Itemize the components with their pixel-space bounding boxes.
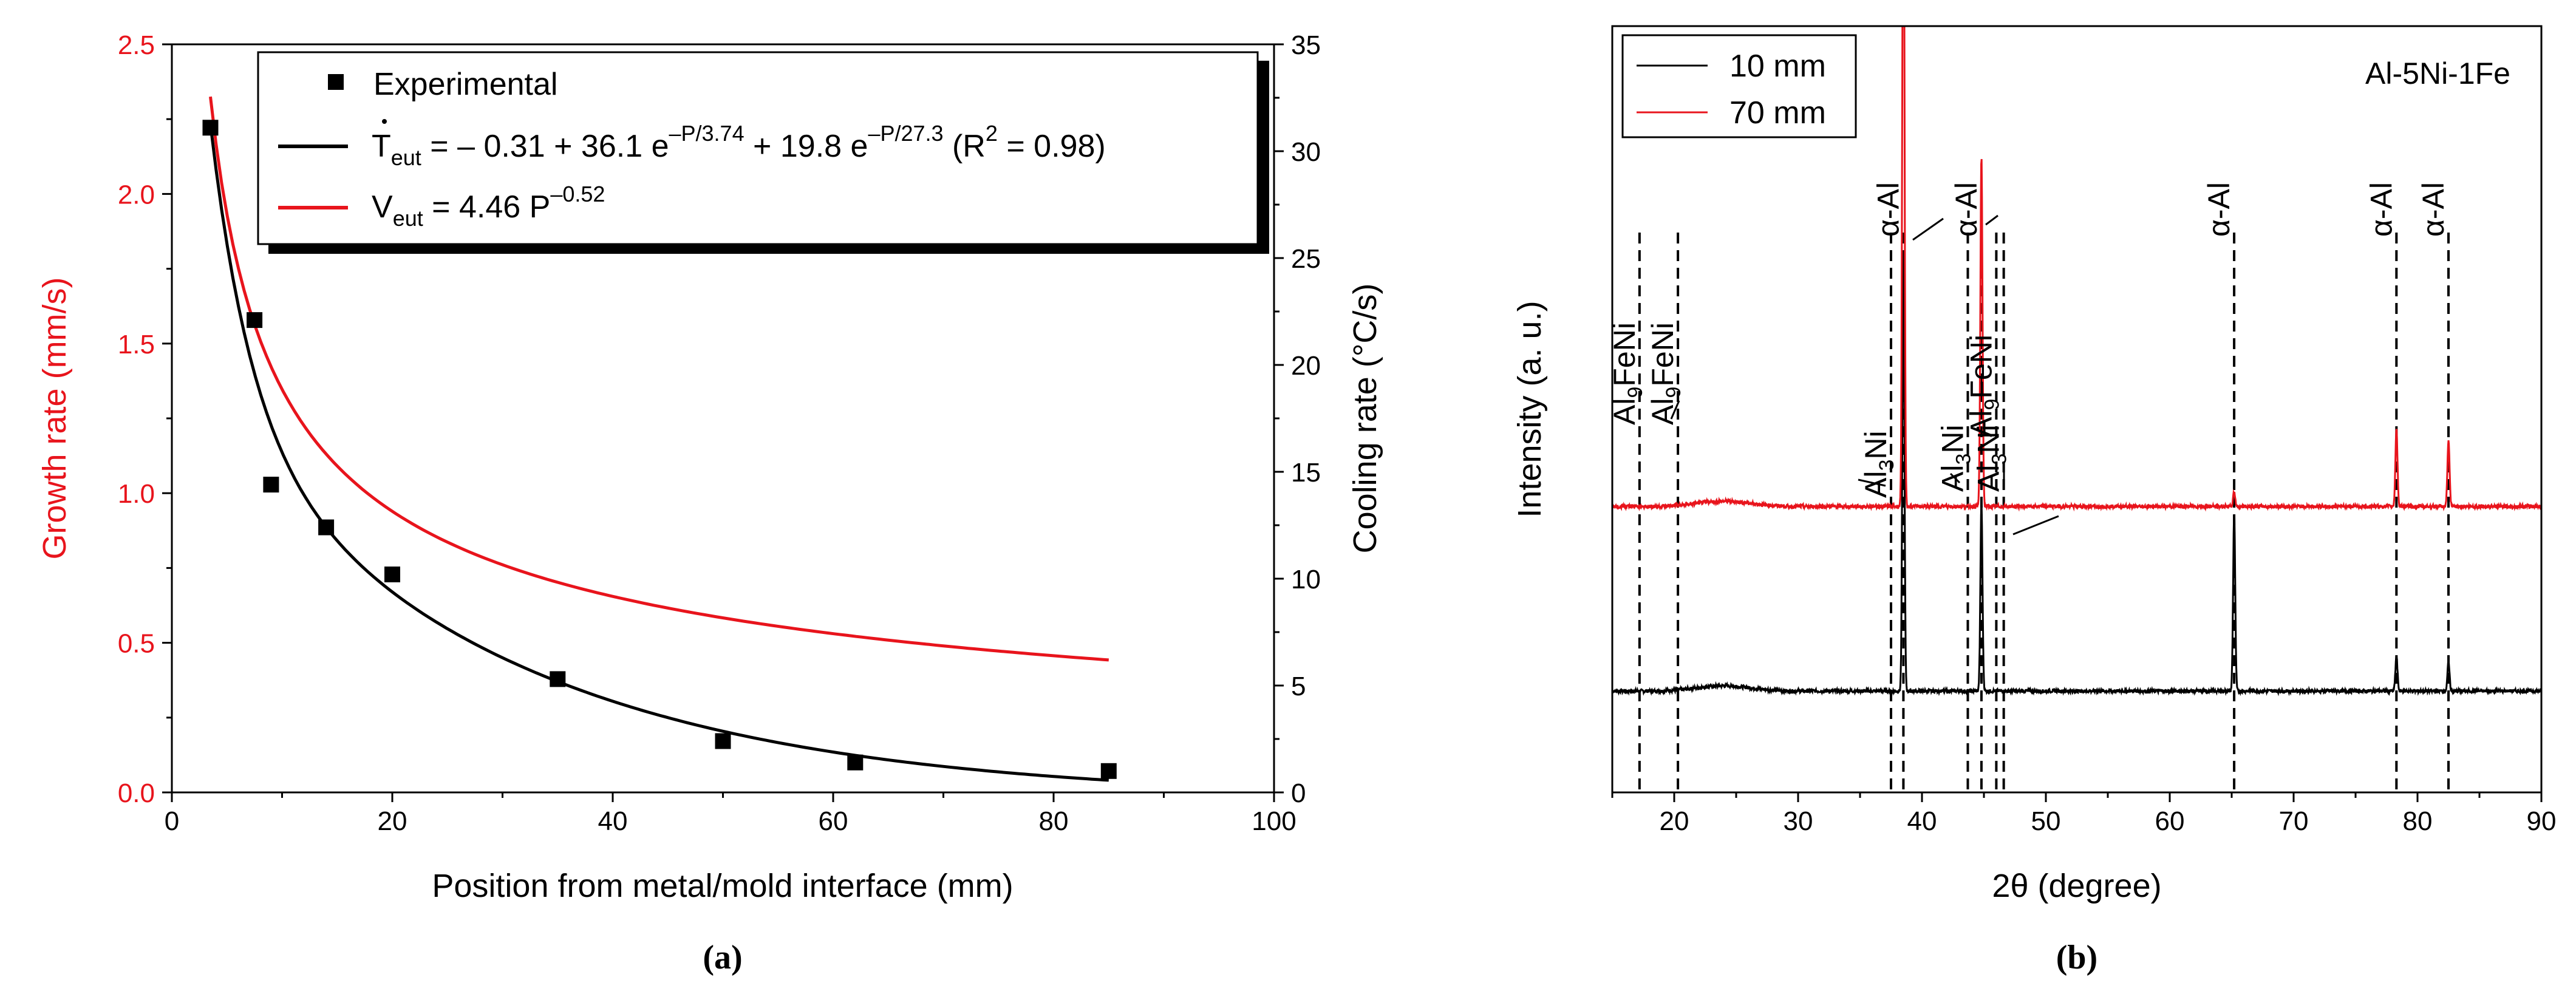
experimental-point <box>847 754 864 771</box>
annotation-alloy-name: Al-5Ni-1Fe <box>2365 56 2510 90</box>
plot-frame-b <box>1611 25 2543 794</box>
legend-label-10mm: 10 mm <box>1729 49 1826 84</box>
x-tick-label: 30 <box>1784 806 1813 836</box>
experimental-point <box>1100 763 1117 779</box>
x-tick-label: 50 <box>2031 806 2061 836</box>
experimental-point <box>202 120 219 136</box>
y-right-tick-label: 10 <box>1291 565 1321 594</box>
x-tick-label: 80 <box>1039 806 1069 836</box>
phase-label: α-Al <box>2364 182 2398 237</box>
phase-label: α-Al <box>2202 182 2236 237</box>
y-right-tick-label: 25 <box>1291 244 1321 274</box>
cooling-rate-fit-line <box>209 124 1109 782</box>
phase-label: Al9FeNi <box>1964 335 2003 437</box>
experimental-point <box>384 567 400 582</box>
phase-label: α-Al <box>2416 182 2450 237</box>
x-tick-label: 40 <box>598 806 628 836</box>
legend-box-b <box>1621 34 1857 138</box>
y-right-tick-label: 15 <box>1291 458 1321 488</box>
x-tick-label: 20 <box>378 806 407 836</box>
chart-panel-b: Al9FeNiAl9FeNiAl3Niα-AlAl3Niα-AlAl9FeNiA… <box>1511 25 2557 976</box>
x-tick-label: 100 <box>1252 806 1296 836</box>
caption-b: (b) <box>2056 939 2097 976</box>
phase-label: α-Al <box>1949 182 1983 237</box>
growth-rate-fit-line <box>209 96 1109 662</box>
y-axis-label-left-a: Growth rate (mm/s) <box>36 277 73 559</box>
y-left-tick-label: 0.0 <box>118 778 155 808</box>
x-tick-label: 60 <box>2155 806 2185 836</box>
y-left-tick-label: 1.0 <box>118 479 155 509</box>
x-axis-label-b: 2θ (degree) <box>1992 868 2161 904</box>
phase-label: Al3Ni <box>1859 431 1898 498</box>
phase-label: Al3Ni <box>1972 424 2011 492</box>
legend-marker-experimental <box>328 74 344 90</box>
y-left-tick-label: 1.5 <box>118 330 155 359</box>
y-right-tick-label: 5 <box>1291 672 1306 701</box>
legend-label-experimental: Experimental <box>373 67 557 102</box>
experimental-point <box>715 733 731 749</box>
label-pointer <box>2012 515 2059 536</box>
y-axis-label-right-a: Cooling rate (°C/s) <box>1347 284 1383 554</box>
legend-a: Experimental Teut = – 0.31 + 36.1 e–P/3.… <box>257 51 1269 254</box>
label-pointer <box>1949 472 1961 484</box>
y-left-tick-label: 2.0 <box>118 180 155 209</box>
x-tick-label: 90 <box>2527 806 2557 836</box>
y-axis-label-b: Intensity (a. u.) <box>1511 301 1548 517</box>
caption-a: (a) <box>703 939 742 976</box>
phase-label: Al9FeNi <box>1646 322 1685 425</box>
x-tick-label: 80 <box>2403 806 2433 836</box>
legend-label-cooling-fit: Teut = – 0.31 + 36.1 e–P/3.74 + 19.8 e–P… <box>372 121 1106 170</box>
x-tick-label: 0 <box>165 806 179 836</box>
x-tick-label: 20 <box>1660 806 1689 836</box>
x-tick-label: 60 <box>819 806 848 836</box>
x-tick-label: 70 <box>2279 806 2309 836</box>
label-pointer <box>1858 478 1886 487</box>
legend-label-70mm: 70 mm <box>1729 95 1826 131</box>
label-pointer <box>1912 217 1944 241</box>
experimental-point <box>263 477 279 493</box>
y-right-tick-label: 30 <box>1291 137 1321 167</box>
phase-label: α-Al <box>1871 182 1905 237</box>
xrd-trace-70mm <box>1612 26 2541 512</box>
experimental-point <box>318 519 335 536</box>
experimental-point <box>550 671 566 687</box>
phase-label: Al3Ni <box>1936 424 1975 492</box>
experimental-point <box>247 312 263 328</box>
legend-label-growth-fit: Veut = 4.46 P–0.52 <box>372 182 605 231</box>
y-right-tick-label: 0 <box>1291 778 1306 808</box>
xrd-trace-10mm <box>1612 257 2541 696</box>
legend-b: 10 mm 70 mm <box>1621 34 1857 138</box>
y-right-tick-label: 35 <box>1291 30 1321 60</box>
x-axis-label-a: Position from metal/mold interface (mm) <box>432 868 1013 904</box>
x-tick-label: 40 <box>1907 806 1937 836</box>
chart-panel-a: 0 20 40 60 80 100 0.0 0.5 1.0 1.5 2.0 2.5 0 5 10 15 20… <box>36 30 1383 976</box>
label-pointer <box>1985 214 1998 226</box>
y-right-tick-label: 20 <box>1291 351 1321 381</box>
y-left-tick-label: 2.5 <box>118 30 155 60</box>
legend-box-a <box>257 51 1259 245</box>
dot-above-t <box>382 119 387 124</box>
label-pointer <box>1670 400 1680 420</box>
phase-label: Al9FeNi <box>1607 322 1647 425</box>
y-left-tick-label: 0.5 <box>118 629 155 659</box>
